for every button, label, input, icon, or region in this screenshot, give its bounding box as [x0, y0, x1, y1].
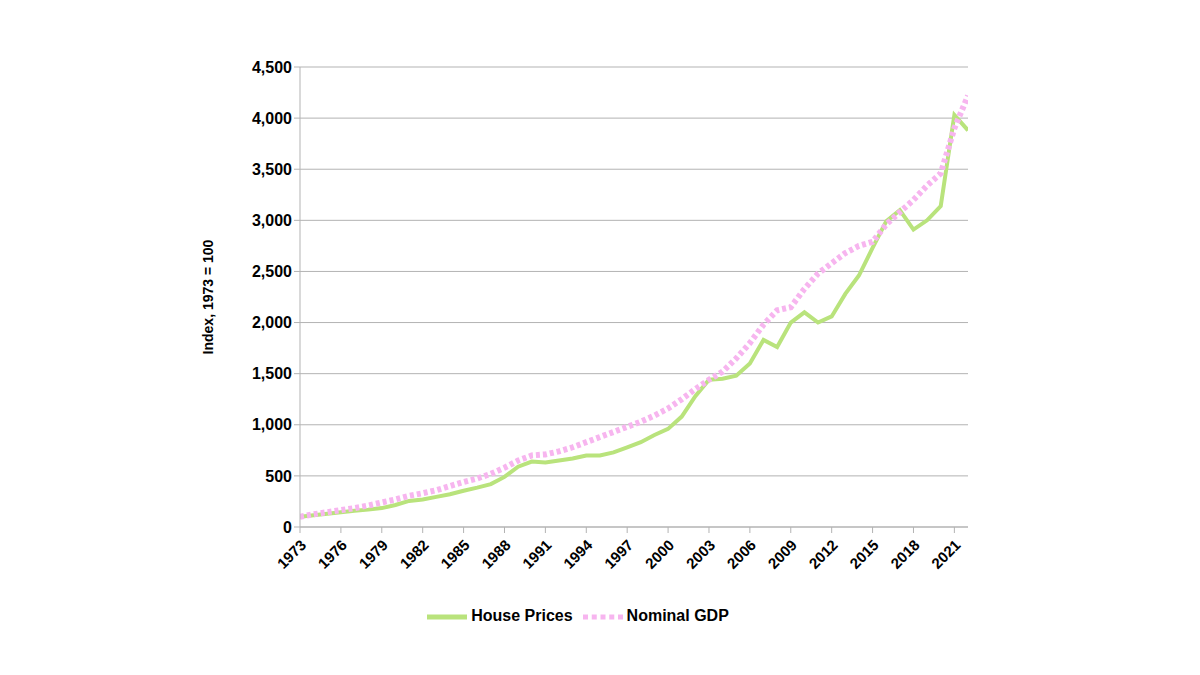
svg-text:1973: 1973	[274, 536, 310, 572]
svg-text:2006: 2006	[723, 536, 759, 572]
svg-text:2000: 2000	[642, 536, 678, 572]
html-text:Nominal GDP: Nominal GDP	[626, 607, 729, 625]
svg-text:1997: 1997	[601, 536, 637, 572]
svg-text:2003: 2003	[683, 536, 719, 572]
svg-text:1976: 1976	[314, 536, 350, 572]
svg-text:2009: 2009	[764, 536, 800, 572]
svg-text:2018: 2018	[887, 536, 923, 572]
svg-text:1,000: 1,000	[252, 416, 292, 433]
html-text:House Prices: House Prices	[471, 607, 573, 625]
svg-text:1985: 1985	[437, 536, 473, 572]
svg-text:2021: 2021	[928, 536, 964, 572]
svg-text:500: 500	[265, 468, 292, 485]
svg-text:1982: 1982	[396, 536, 432, 572]
svg-text:3,500: 3,500	[252, 161, 292, 178]
svg-text:3,000: 3,000	[252, 212, 292, 229]
svg-text:1,500: 1,500	[252, 365, 292, 382]
svg-text:2,000: 2,000	[252, 314, 292, 331]
svg-text:0: 0	[283, 519, 292, 536]
svg-text:1988: 1988	[478, 536, 514, 572]
svg-text:1994: 1994	[560, 536, 596, 572]
svg-text:1991: 1991	[519, 536, 555, 572]
svg-text:2,500: 2,500	[252, 263, 292, 280]
svg-text:4,000: 4,000	[252, 110, 292, 127]
svg-text:1979: 1979	[355, 536, 391, 572]
svg-text:Index, 1973 = 100: Index, 1973 = 100	[200, 239, 216, 354]
svg-text:2012: 2012	[805, 536, 841, 572]
svg-text:2015: 2015	[846, 536, 882, 572]
svg-text:4,500: 4,500	[252, 59, 292, 76]
